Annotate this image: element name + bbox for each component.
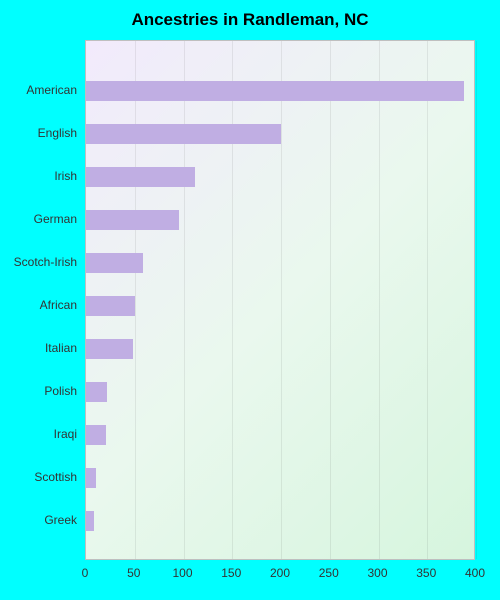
x-tick-label: 50	[127, 566, 140, 580]
bar	[86, 296, 135, 316]
y-axis-label: Greek	[0, 513, 77, 527]
bar	[86, 511, 94, 531]
gridline	[476, 41, 477, 559]
x-tick-label: 300	[367, 566, 387, 580]
x-tick-label: 400	[465, 566, 485, 580]
gridline	[330, 41, 331, 559]
x-tick-label: 150	[221, 566, 241, 580]
bar	[86, 468, 96, 488]
x-tick-label: 100	[172, 566, 192, 580]
gridline	[427, 41, 428, 559]
y-axis-label: German	[0, 212, 77, 226]
y-axis-label: Irish	[0, 169, 77, 183]
bar	[86, 382, 107, 402]
gridline	[281, 41, 282, 559]
x-tick-label: 0	[82, 566, 89, 580]
y-axis-label: Iraqi	[0, 427, 77, 441]
y-axis-label: African	[0, 298, 77, 312]
bar	[86, 253, 143, 273]
bar	[86, 210, 179, 230]
plot-area	[85, 40, 475, 560]
y-axis-label: Scotch-Irish	[0, 255, 77, 269]
bar	[86, 167, 195, 187]
bar	[86, 124, 281, 144]
x-tick-label: 250	[319, 566, 339, 580]
gridline	[232, 41, 233, 559]
bar	[86, 339, 133, 359]
y-axis-label: Scottish	[0, 470, 77, 484]
gridline	[379, 41, 380, 559]
bar	[86, 81, 464, 101]
y-axis-label: Italian	[0, 341, 77, 355]
y-axis-label: American	[0, 83, 77, 97]
chart-title: Ancestries in Randleman, NC	[0, 10, 500, 30]
y-axis-label: English	[0, 126, 77, 140]
bar	[86, 425, 106, 445]
chart-canvas: Ancestries in Randleman, NC City-Data.co…	[0, 0, 500, 600]
gridline	[184, 41, 185, 559]
x-tick-label: 350	[416, 566, 436, 580]
x-tick-label: 200	[270, 566, 290, 580]
y-axis-label: Polish	[0, 384, 77, 398]
gridline	[135, 41, 136, 559]
